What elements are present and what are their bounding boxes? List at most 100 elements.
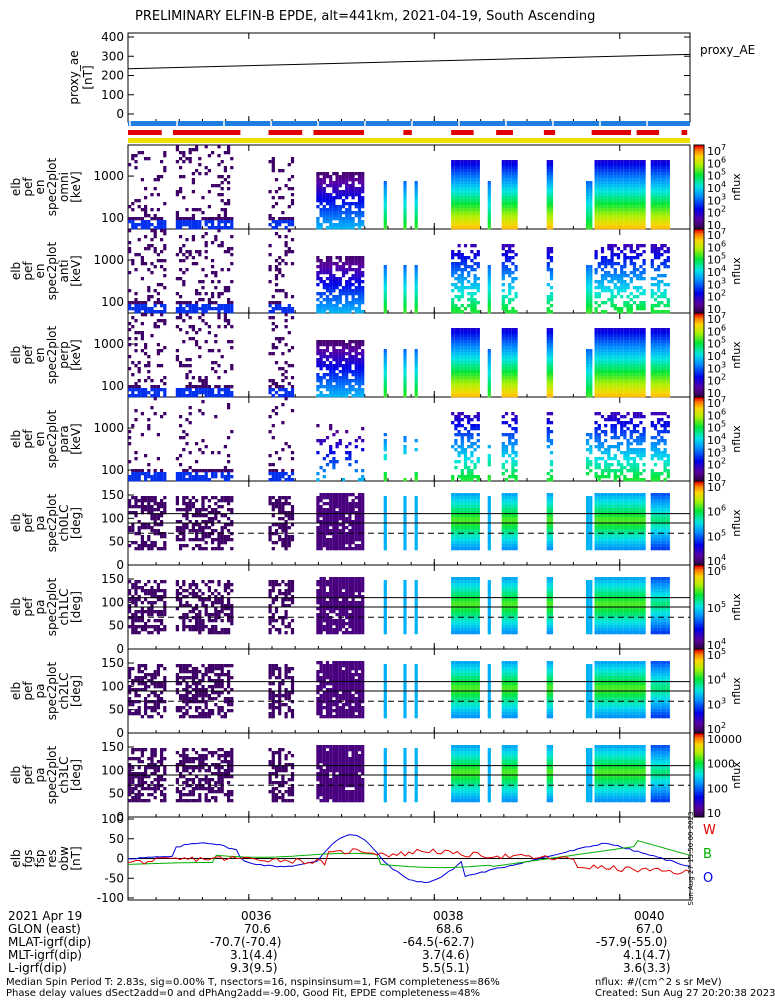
- spectrogram-cell: [473, 286, 477, 290]
- spectrogram-cell: [511, 466, 515, 470]
- spectrogram-cell: [511, 205, 515, 209]
- spectrogram-cell: [470, 352, 474, 356]
- spectrogram-cell: [140, 178, 144, 182]
- spectrogram-cell: [597, 193, 601, 197]
- spectrogram-cell: [476, 457, 480, 461]
- spectrogram-cell: [316, 343, 320, 347]
- spectrogram-cell: [501, 415, 505, 419]
- spectrogram-cell: [653, 337, 658, 341]
- spectrogram-cell: [454, 340, 458, 344]
- spectrogram-cell: [504, 358, 509, 362]
- spectrogram-cell: [594, 343, 598, 347]
- spectrogram-cell: [451, 220, 455, 224]
- spectrogram-cell: [473, 349, 477, 353]
- spectrogram-cell: [508, 184, 512, 188]
- spectrogram-cell: [163, 319, 167, 323]
- spectrogram-cell: [195, 475, 199, 479]
- spectrogram-cell: [508, 196, 512, 200]
- spectrogram-cell: [338, 265, 342, 269]
- spectrogram-cell: [271, 301, 275, 305]
- spectrogram-cell: [616, 373, 621, 377]
- spectrogram-cell: [341, 382, 346, 386]
- spectrogram-cell: [201, 400, 205, 404]
- spectrogram-cell: [204, 307, 208, 311]
- spectrogram-cell: [137, 469, 141, 473]
- spectrogram-cell: [383, 376, 387, 380]
- spectrogram-cell: [597, 349, 601, 353]
- spectrogram-cell: [508, 256, 512, 260]
- spectrogram-cell: [660, 223, 664, 227]
- spectrogram-cell: [223, 208, 227, 212]
- spectrogram-cell: [470, 370, 474, 374]
- spectrogram-cell: [613, 295, 617, 299]
- spectrogram-cell: [217, 388, 221, 392]
- spectrogram-cell: [454, 208, 458, 212]
- spectrogram-cell: [501, 304, 505, 308]
- spectrogram-cell: [476, 346, 480, 350]
- spectrogram-cell: [160, 217, 164, 221]
- spectrogram-cell: [549, 199, 554, 203]
- spectrogram-cell: [626, 421, 630, 425]
- spectrogram-cell: [175, 355, 179, 359]
- spectrogram-cell: [322, 352, 326, 356]
- spectrogram-cell: [185, 208, 189, 212]
- spectrogram-cell: [600, 268, 605, 272]
- spectrogram-cell: [616, 391, 621, 395]
- spectrogram-cell: [322, 298, 326, 302]
- spectrogram-cell: [636, 253, 640, 257]
- spectrogram-cell: [501, 388, 505, 392]
- spectrogram-cell: [332, 388, 336, 392]
- spectrogram-cell: [144, 346, 148, 350]
- spectrogram-cell: [460, 358, 464, 362]
- spectrogram-cell: [607, 166, 611, 170]
- spectrogram-cell: [613, 445, 617, 449]
- spectrogram-cell: [281, 337, 285, 341]
- spectrogram-cell: [623, 160, 627, 164]
- spectrogram-cell: [287, 205, 291, 209]
- spectrogram-cell: [185, 250, 189, 254]
- spectrogram-cell: [594, 310, 598, 314]
- spectrogram-cell: [163, 166, 167, 170]
- spectrogram-cell: [144, 211, 148, 215]
- spectrogram-cell: [357, 292, 362, 296]
- spectrogram-cell: [487, 475, 491, 479]
- spectrogram-cell: [403, 283, 407, 287]
- spectrogram-cell: [616, 256, 621, 260]
- spectrogram-cell: [632, 346, 637, 350]
- spectrogram-cell: [620, 217, 624, 221]
- spectrogram-cell: [357, 295, 362, 299]
- spectrogram-cell: [451, 223, 455, 227]
- spectrogram-cell: [325, 385, 330, 389]
- spectrogram-cell: [467, 214, 471, 218]
- spectrogram-cell: [191, 475, 195, 479]
- spectrogram-cell: [610, 259, 614, 263]
- spectrogram-cell: [319, 304, 323, 308]
- spectrogram-cell: [348, 220, 352, 224]
- spectrogram-cell: [153, 304, 157, 308]
- spectrogram-cell: [354, 460, 358, 464]
- spectrogram-cell: [207, 478, 211, 482]
- spectrogram-cell: [185, 310, 189, 314]
- spectrogram-cell: [460, 169, 464, 173]
- spectrogram-cell: [463, 214, 468, 218]
- spectrogram-cell: [198, 388, 202, 392]
- spectrogram-cell: [549, 451, 554, 455]
- spectrogram-cell: [357, 190, 362, 194]
- spectrogram-cell: [335, 217, 339, 221]
- spectrogram-cell: [514, 352, 518, 356]
- spectrogram-cell: [613, 364, 617, 368]
- spectrogram-cell: [201, 280, 205, 284]
- spectrogram-cell: [284, 292, 288, 296]
- spectrogram-cell: [335, 307, 339, 311]
- spectrogram-cell: [335, 298, 339, 302]
- spectrogram-cell: [322, 283, 326, 287]
- spectrogram-cell: [345, 202, 349, 206]
- spectrogram-cell: [351, 178, 355, 182]
- spectrogram-cell: [179, 472, 183, 476]
- spectrogram-cell: [278, 475, 282, 479]
- spectrogram-cell: [657, 169, 661, 173]
- spectrogram-cell: [414, 280, 418, 284]
- spectrogram-cell: [642, 364, 646, 368]
- spectrogram-cell: [316, 358, 320, 362]
- spectrogram-cell: [487, 226, 491, 230]
